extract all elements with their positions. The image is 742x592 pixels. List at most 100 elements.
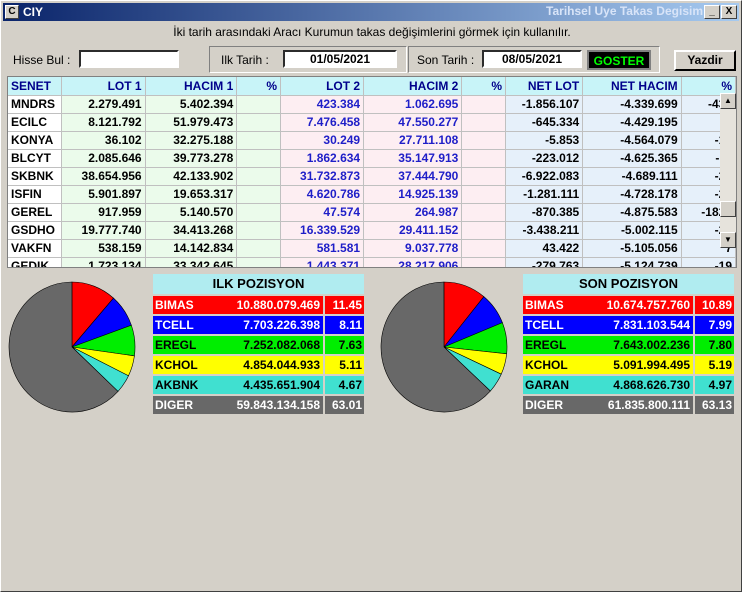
hisse-search-input[interactable] — [79, 50, 179, 68]
table-cell[interactable] — [236, 131, 282, 150]
col-header-pct2[interactable]: % — [461, 77, 507, 96]
col-header-hacim2[interactable]: HACIM 2 — [363, 77, 463, 96]
app-icon[interactable]: C — [5, 5, 19, 19]
table-cell[interactable] — [236, 95, 282, 114]
table-cell[interactable]: 5.140.570 — [145, 203, 238, 222]
table-cell[interactable] — [236, 149, 282, 168]
col-header-pct-net[interactable]: % — [681, 77, 736, 96]
table-cell[interactable]: KONYA — [8, 131, 62, 150]
table-cell[interactable]: 19.777.740 — [61, 221, 146, 240]
table-cell[interactable]: 5.901.897 — [61, 185, 146, 204]
table-cell[interactable] — [461, 257, 507, 267]
table-cell[interactable]: 14.925.139 — [363, 185, 463, 204]
table-cell[interactable]: 35.147.913 — [363, 149, 463, 168]
yazdir-button[interactable]: Yazdir — [674, 50, 736, 71]
table-cell[interactable] — [236, 113, 282, 132]
table-cell[interactable]: 30.249 — [280, 131, 365, 150]
table-cell[interactable]: -223.012 — [505, 149, 584, 168]
scroll-thumb[interactable] — [720, 201, 736, 217]
col-header-net-hacim[interactable]: NET HACIM — [582, 77, 682, 96]
son-tarih-input[interactable]: 08/05/2021 — [482, 50, 582, 68]
table-row[interactable]: ISFIN 5.901.897 19.653.317 4.620.786 14.925.… — [8, 185, 736, 204]
table-cell[interactable]: -4.689.111 — [582, 167, 682, 186]
table-cell[interactable]: 51.979.473 — [145, 113, 238, 132]
ilk-tarih-input[interactable]: 01/05/2021 — [283, 50, 397, 68]
table-cell[interactable] — [236, 257, 282, 267]
table-cell[interactable]: VAKFN — [8, 239, 62, 258]
table-vertical-scrollbar[interactable]: ▲ ▼ — [720, 93, 736, 248]
table-cell[interactable]: 16.339.529 — [280, 221, 365, 240]
table-cell[interactable] — [461, 167, 507, 186]
table-cell[interactable] — [236, 239, 282, 258]
table-cell[interactable] — [461, 95, 507, 114]
table-row[interactable]: KONYA 36.102 32.275.188 30.249 27.711.108 -5.… — [8, 131, 736, 150]
table-cell[interactable]: 31.732.873 — [280, 167, 365, 186]
table-cell[interactable] — [461, 203, 507, 222]
table-cell[interactable]: 14.142.834 — [145, 239, 238, 258]
table-cell[interactable]: -4.625.365 — [582, 149, 682, 168]
table-cell[interactable] — [236, 221, 282, 240]
table-cell[interactable]: 39.773.278 — [145, 149, 238, 168]
table-cell[interactable]: SKBNK — [8, 167, 62, 186]
table-cell[interactable]: 9.037.778 — [363, 239, 463, 258]
table-cell[interactable]: 423.384 — [280, 95, 365, 114]
table-cell[interactable]: -1.856.107 — [505, 95, 584, 114]
table-row[interactable]: GEDIK 1.723.134 33.342.645 1.443.371 28.217.… — [8, 257, 736, 267]
table-cell[interactable]: -5.002.115 — [582, 221, 682, 240]
table-cell[interactable]: -870.385 — [505, 203, 584, 222]
table-cell[interactable]: -4.564.079 — [582, 131, 682, 150]
table-cell[interactable]: -3.438.211 — [505, 221, 584, 240]
title-bar[interactable]: C CIY Tarihsel Uye Takas Degisim _ X — [3, 3, 739, 21]
table-cell[interactable]: -279.763 — [505, 257, 584, 267]
col-header-lot2[interactable]: LOT 2 — [280, 77, 365, 96]
table-cell[interactable]: 1.062.695 — [363, 95, 463, 114]
table-cell[interactable]: 38.654.956 — [61, 167, 146, 186]
table-cell[interactable]: 47.574 — [280, 203, 365, 222]
table-cell[interactable]: 34.413.268 — [145, 221, 238, 240]
table-cell[interactable]: -5.853 — [505, 131, 584, 150]
goster-button[interactable]: GOSTER — [587, 50, 651, 70]
scroll-down-arrow-icon[interactable]: ▼ — [720, 232, 736, 248]
table-cell[interactable]: 2.085.646 — [61, 149, 146, 168]
table-cell[interactable]: -19 — [681, 257, 736, 267]
table-cell[interactable]: 917.959 — [61, 203, 146, 222]
col-header-senet[interactable]: SENET — [8, 77, 62, 96]
table-cell[interactable]: 47.550.277 — [363, 113, 463, 132]
table-cell[interactable]: -645.334 — [505, 113, 584, 132]
table-cell[interactable]: 29.411.152 — [363, 221, 463, 240]
table-cell[interactable] — [236, 185, 282, 204]
table-cell[interactable]: 32.275.188 — [145, 131, 238, 150]
col-header-hacim1[interactable]: HACIM 1 — [145, 77, 238, 96]
col-header-lot1[interactable]: LOT 1 — [61, 77, 146, 96]
table-cell[interactable]: 42.133.902 — [145, 167, 238, 186]
table-cell[interactable]: 43.422 — [505, 239, 584, 258]
table-cell[interactable]: 37.444.790 — [363, 167, 463, 186]
table-cell[interactable] — [461, 185, 507, 204]
table-cell[interactable]: 8.121.792 — [61, 113, 146, 132]
col-header-net-lot[interactable]: NET LOT — [505, 77, 584, 96]
table-cell[interactable]: 7.476.458 — [280, 113, 365, 132]
table-cell[interactable] — [461, 221, 507, 240]
table-cell[interactable]: 1.862.634 — [280, 149, 365, 168]
table-cell[interactable]: -5.124.739 — [582, 257, 682, 267]
scroll-up-arrow-icon[interactable]: ▲ — [720, 93, 736, 109]
table-cell[interactable] — [236, 203, 282, 222]
table-cell[interactable]: 264.987 — [363, 203, 463, 222]
table-cell[interactable] — [461, 131, 507, 150]
table-cell[interactable]: -4.875.583 — [582, 203, 682, 222]
table-row[interactable]: SKBNK 38.654.956 42.133.902 31.732.873 37.44… — [8, 167, 736, 186]
col-header-pct1[interactable]: % — [236, 77, 282, 96]
table-cell[interactable] — [461, 149, 507, 168]
table-row[interactable]: GSDHO 19.777.740 34.413.268 16.339.529 29.41… — [8, 221, 736, 240]
table-row[interactable]: VAKFN 538.159 14.142.834 581.581 9.037.778 43… — [8, 239, 736, 258]
table-row[interactable]: BLCYT 2.085.646 39.773.278 1.862.634 35.147.… — [8, 149, 736, 168]
table-row[interactable]: GEREL 917.959 5.140.570 47.574 264.987 -870.3… — [8, 203, 736, 222]
minimize-button[interactable]: _ — [704, 5, 720, 19]
table-cell[interactable]: BLCYT — [8, 149, 62, 168]
table-cell[interactable]: -4.728.178 — [582, 185, 682, 204]
table-row[interactable]: MNDRS 2.279.491 5.402.394 423.384 1.062.695 -… — [8, 95, 736, 114]
table-cell[interactable]: -1.281.111 — [505, 185, 584, 204]
table-cell[interactable]: 581.581 — [280, 239, 365, 258]
table-cell[interactable]: 36.102 — [61, 131, 146, 150]
table-cell[interactable]: MNDRS — [8, 95, 62, 114]
